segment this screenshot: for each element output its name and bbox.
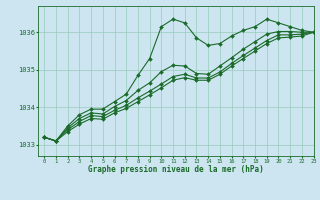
X-axis label: Graphe pression niveau de la mer (hPa): Graphe pression niveau de la mer (hPa) — [88, 165, 264, 174]
